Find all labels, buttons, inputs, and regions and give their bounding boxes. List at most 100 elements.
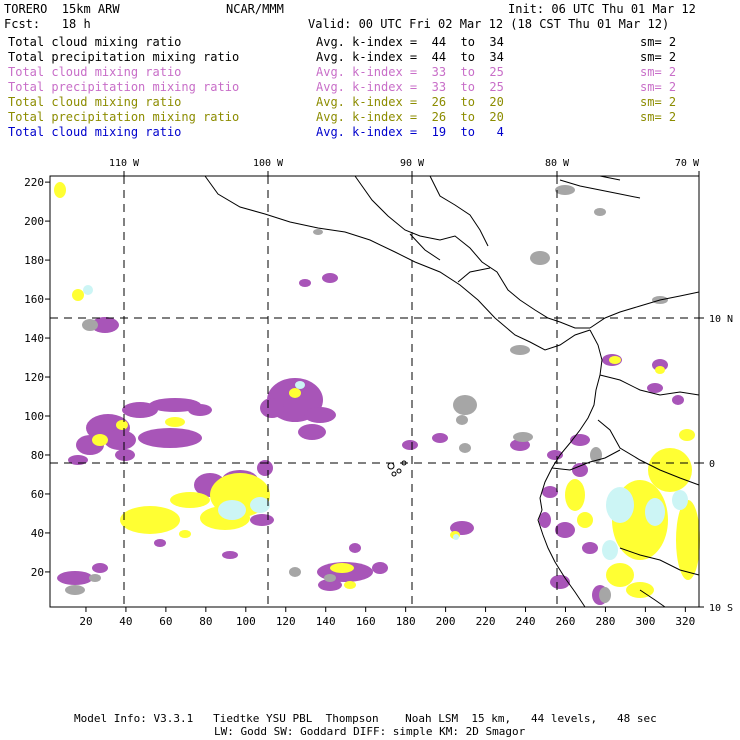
map-frame xyxy=(49,175,700,608)
coastline-segment xyxy=(599,374,700,396)
purple-cloud-region xyxy=(555,522,575,538)
y-tick-label: 160 xyxy=(24,293,44,306)
forecast-hour: Fcst: 18 h xyxy=(4,17,91,31)
gray-cloud-region xyxy=(459,443,471,453)
yellow-cloud-region xyxy=(655,366,665,374)
latitude-label: 10 N xyxy=(709,314,733,325)
yellow-cloud-region xyxy=(344,581,356,589)
y-tick-label: 200 xyxy=(24,215,44,228)
cyan-cloud-region xyxy=(83,285,93,295)
legend-smoothing: sm= 2 xyxy=(640,35,677,49)
x-tick-label: 280 xyxy=(596,615,616,628)
yellow-cloud-region xyxy=(179,530,191,538)
y-axis-ticks: 20 40 60 80 100 120 140 160 180 200 220 xyxy=(24,176,50,579)
purple-cloud-region xyxy=(115,449,135,461)
map-figure: 110 W 100 W 90 W 80 W 70 W 10 N 0 10 S 20 40 60 8… xyxy=(24,158,733,628)
coastline-segment xyxy=(457,267,491,283)
gray-cloud-region xyxy=(599,587,611,603)
org-label: NCAR/MMM xyxy=(226,2,284,16)
cyan-cloud-region xyxy=(645,498,665,526)
yellow-cloud-region xyxy=(120,506,180,534)
y-tick-label: 140 xyxy=(24,332,44,345)
model-title: TORERO 15km ARW xyxy=(4,2,120,16)
yellow-cloud-region xyxy=(165,417,185,427)
legend-row: Total precipitation mixing ratio Avg. k-i… xyxy=(8,80,740,95)
longitude-label: 70 W xyxy=(675,158,700,169)
legend-kindex: Avg. k-index = 44 to 34 xyxy=(316,50,504,64)
purple-cloud-region xyxy=(260,398,284,418)
latitude-label: 0 xyxy=(709,459,715,470)
gray-cloud-region xyxy=(82,319,98,331)
purple-cloud-region xyxy=(550,575,570,589)
legend-smoothing: sm= 2 xyxy=(640,80,677,94)
x-tick-label: 220 xyxy=(476,615,496,628)
y-tick-label: 220 xyxy=(24,176,44,189)
gray-cloud-region xyxy=(453,395,477,415)
coastline-segment xyxy=(387,462,395,470)
x-tick-label: 140 xyxy=(316,615,336,628)
legend-kindex: Avg. k-index = 33 to 25 xyxy=(316,80,504,94)
y-tick-label: 120 xyxy=(24,371,44,384)
purple-cloud-region xyxy=(122,402,158,418)
purple-cloud-region xyxy=(154,539,166,547)
coastlines xyxy=(204,175,700,608)
yellow-cloud-region xyxy=(92,434,108,446)
valid-time: Valid: 00 UTC Fri 02 Mar 12 (18 CST Thu … xyxy=(308,17,670,31)
gray-cloud-region xyxy=(89,574,101,582)
purple-cloud-region xyxy=(510,439,530,451)
purple-cloud-region xyxy=(91,317,119,333)
coastline-segment xyxy=(537,329,603,608)
legend-row: Total cloud mixing ratio Avg. k-index = 1… xyxy=(8,125,740,140)
gray-cloud-region xyxy=(513,432,533,442)
legend-kindex: Avg. k-index = 19 to 4 xyxy=(316,125,504,139)
purple-cloud-region xyxy=(104,430,136,450)
legend-field-name: Total cloud mixing ratio xyxy=(8,95,182,109)
yellow-cloud-region xyxy=(54,182,66,198)
cyan-cloud-region xyxy=(672,490,688,510)
legend-smoothing: sm= 2 xyxy=(640,50,677,64)
purple-cloud-region xyxy=(349,543,361,553)
purple-cloud-region xyxy=(57,571,93,585)
purple-cloud-region xyxy=(572,463,588,477)
x-tick-label: 260 xyxy=(556,615,576,628)
purple-cloud-region xyxy=(92,563,108,573)
x-tick-label: 320 xyxy=(675,615,695,628)
x-tick-label: 100 xyxy=(236,615,256,628)
purple-cloud-region xyxy=(318,579,342,591)
purple-cloud-region xyxy=(647,383,663,393)
lat-lon-grid xyxy=(50,176,699,607)
y-tick-label: 20 xyxy=(31,566,44,579)
yellow-cloud-region xyxy=(170,492,210,508)
y-tick-label: 60 xyxy=(31,488,44,501)
purple-cloud-region xyxy=(432,433,448,443)
purple-cloud-region xyxy=(539,512,551,528)
gray-cloud-region xyxy=(594,208,606,216)
gray-cloud-region xyxy=(324,574,336,582)
legend-field-name: Total cloud mixing ratio xyxy=(8,35,182,49)
y-tick-label: 100 xyxy=(24,410,44,423)
latitude-label: 10 S xyxy=(709,603,733,614)
yellow-cloud-region xyxy=(565,479,585,511)
coastline-segment xyxy=(391,471,397,477)
purple-cloud-region xyxy=(570,434,590,446)
purple-cloud-region xyxy=(304,407,336,423)
coastline-segment xyxy=(597,419,700,486)
legend-smoothing: sm= 2 xyxy=(640,110,677,124)
legend-smoothing: sm= 2 xyxy=(640,95,677,109)
coastline-segment xyxy=(619,547,700,576)
legend-field-name: Total precipitation mixing ratio xyxy=(8,110,240,124)
physics-info: LW: Godd SW: Goddard DIFF: simple KM: 2D… xyxy=(214,725,526,738)
purple-cloud-region xyxy=(672,395,684,405)
legend-field-name: Total cloud mixing ratio xyxy=(8,125,182,139)
yellow-cloud-region xyxy=(289,388,301,398)
longitude-label: 80 W xyxy=(545,158,570,169)
coastline-segment xyxy=(396,468,402,474)
cyan-cloud-region xyxy=(250,497,270,513)
purple-cloud-region xyxy=(298,424,326,440)
x-axis-ticks: 20 40 60 80 100 120 140 160 180 200 220 240 260 280 30… xyxy=(79,607,695,628)
cyan-cloud-region xyxy=(453,534,459,540)
longitude-labels: 110 W 100 W 90 W 80 W 70 W xyxy=(109,158,700,176)
model-info: Model Info: V3.3.1 Tiedtke YSU PBL Thomp… xyxy=(74,712,657,725)
purple-cloud-region xyxy=(222,551,238,559)
x-tick-label: 300 xyxy=(635,615,655,628)
